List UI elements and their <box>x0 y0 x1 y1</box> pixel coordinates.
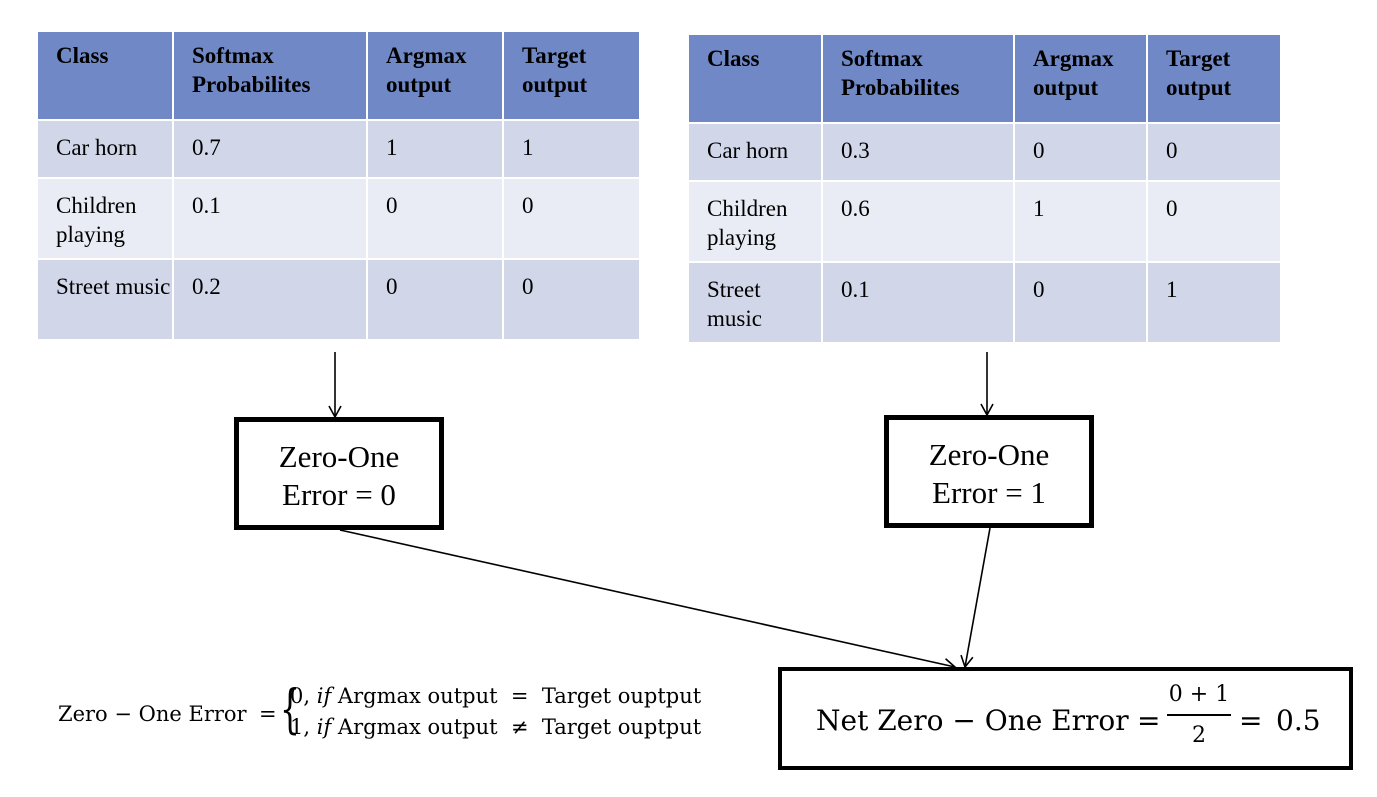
cell-softmax: 0.3 <box>823 124 1015 182</box>
cell-softmax: 0.1 <box>823 263 1015 344</box>
table-header-row: Class Softmax Probabilites Argmax output… <box>689 35 1280 124</box>
net-error-fraction: 0 + 1 2 <box>1167 681 1231 750</box>
fraction-bar <box>1167 714 1231 716</box>
net-error-label: Net Zero − One Error <box>816 704 1129 737</box>
formula-lhs: Zero − One Error <box>58 702 247 726</box>
arrow-left-error-to-net <box>339 529 957 672</box>
case-if: if <box>316 684 332 708</box>
cell-class: Street music <box>38 260 174 341</box>
cell-softmax: 0.2 <box>174 260 368 341</box>
right-zero-one-error-box: Zero-One Error = 1 <box>884 415 1094 528</box>
formula-case-equal: 0, if Argmax output = Target ouptput <box>290 684 701 708</box>
net-error-equals: = <box>1137 704 1161 737</box>
case-value: 1, <box>290 715 311 739</box>
fraction-numerator: 0 + 1 <box>1168 682 1230 707</box>
header-argmax: Argmax output <box>368 32 504 121</box>
cell-target: 0 <box>1148 124 1280 182</box>
header-target: Target output <box>504 32 639 121</box>
header-class: Class <box>689 35 823 124</box>
header-argmax: Argmax output <box>1015 35 1148 124</box>
left-prediction-table: Class Softmax Probabilites Argmax output… <box>38 32 639 341</box>
cell-argmax: 0 <box>368 260 504 341</box>
cell-argmax: 0 <box>368 179 504 260</box>
table-header-row: Class Softmax Probabilites Argmax output… <box>38 32 639 121</box>
cell-argmax: 1 <box>1015 182 1148 263</box>
case-value: 0, <box>290 684 311 708</box>
cell-argmax: 1 <box>368 121 504 179</box>
cell-softmax: 0.1 <box>174 179 368 260</box>
error-box-value: Error = 0 <box>282 477 396 512</box>
cell-target: 0 <box>504 260 639 341</box>
formula-brace: { <box>280 680 300 740</box>
table-row: Children playing 0.1 0 0 <box>38 179 639 260</box>
header-class: Class <box>38 32 174 121</box>
table-row: Car horn 0.3 0 0 <box>689 124 1280 182</box>
error-box-value: Error = 1 <box>932 475 1046 510</box>
formula-equals: = <box>259 702 277 726</box>
table-row: Street music 0.2 0 0 <box>38 260 639 341</box>
formula-case-not-equal: 1, if Argmax output ≠ Target ouptput <box>290 715 701 739</box>
header-softmax: Softmax Probabilites <box>823 35 1015 124</box>
fraction-denominator: 2 <box>1192 723 1206 748</box>
cell-target: 1 <box>1148 263 1280 344</box>
cell-softmax: 0.6 <box>823 182 1015 263</box>
zero-one-error-formula: Zero − One Error = { 0, if Argmax output… <box>58 682 738 744</box>
cell-class: Children playing <box>689 182 823 263</box>
cell-target: 0 <box>1148 182 1280 263</box>
error-box-title: Zero-One <box>278 439 400 474</box>
net-error-equals-2: = <box>1239 704 1263 737</box>
cell-target: 0 <box>504 179 639 260</box>
case-condition: Argmax output ≠ Target ouptput <box>337 715 702 739</box>
cell-target: 1 <box>504 121 639 179</box>
table-row: Children playing 0.6 1 0 <box>689 182 1280 263</box>
header-softmax: Softmax Probabilites <box>174 32 368 121</box>
left-zero-one-error-box: Zero-One Error = 0 <box>234 417 444 530</box>
net-error-value: 0.5 <box>1276 704 1321 737</box>
cell-class: Car horn <box>689 124 823 182</box>
cell-argmax: 0 <box>1015 124 1148 182</box>
case-if: if <box>316 715 332 739</box>
cell-softmax: 0.7 <box>174 121 368 179</box>
arrow-right-error-to-net <box>960 527 991 669</box>
error-box-title: Zero-One <box>928 437 1050 472</box>
table-row: Street music 0.1 0 1 <box>689 263 1280 344</box>
header-target: Target output <box>1148 35 1280 124</box>
case-condition: Argmax output = Target ouptput <box>337 684 702 708</box>
right-prediction-table: Class Softmax Probabilites Argmax output… <box>689 35 1280 344</box>
net-zero-one-error-box: Net Zero − One Error = 0 + 1 2 = 0.5 <box>778 667 1353 770</box>
cell-class: Street music <box>689 263 823 344</box>
table-row: Car horn 0.7 1 1 <box>38 121 639 179</box>
cell-class: Car horn <box>38 121 174 179</box>
cell-class: Children playing <box>38 179 174 260</box>
cell-argmax: 0 <box>1015 263 1148 344</box>
